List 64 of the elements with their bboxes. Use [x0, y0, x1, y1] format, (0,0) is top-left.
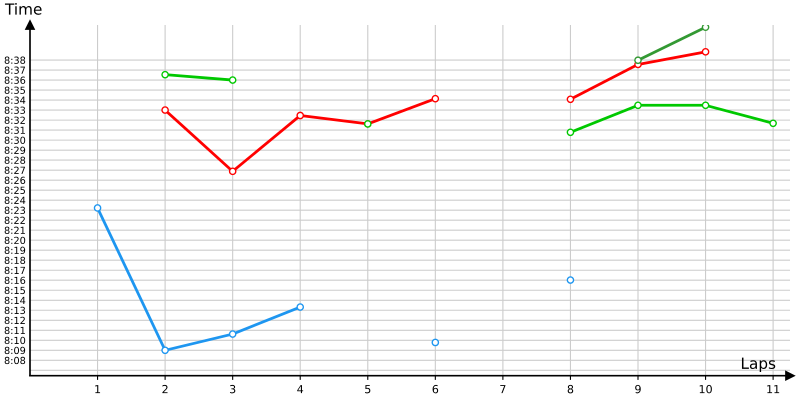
y-tick-label: 8:27 — [4, 166, 25, 174]
point — [296, 112, 304, 120]
y-tick-label: 8:14 — [4, 296, 26, 304]
y-tick-label: 8:18 — [4, 256, 26, 264]
y-tick-label: 8:13 — [4, 306, 26, 314]
y-tick-label: 8:22 — [4, 216, 25, 224]
x-axis-title: Laps — [742, 358, 776, 372]
y-tick-label: 8:36 — [4, 76, 26, 84]
y-axis-title: Time — [4, 3, 42, 15]
y-tick-label: 8:26 — [4, 176, 26, 184]
point — [161, 70, 169, 78]
y-tick-label: 8:09 — [4, 346, 26, 354]
y-tick-label: 8:38 — [4, 56, 26, 64]
y-tick-label: 8:32 — [4, 116, 25, 124]
x-tick-label: 8 — [568, 384, 574, 394]
y-tick-label: 8:08 — [4, 356, 26, 364]
point — [702, 101, 710, 110]
point — [94, 204, 102, 212]
y-tick-label: 8:11 — [4, 326, 25, 334]
x-tick-label: 5 — [365, 385, 370, 394]
x-tick-label: 1 — [95, 385, 100, 394]
y-tick-label: 8:12 — [4, 316, 25, 324]
point — [566, 95, 574, 104]
x-tick-label: 3 — [230, 384, 236, 394]
y-tick-label: 8:31 — [4, 126, 25, 134]
y-tick-label: 8:21 — [4, 226, 25, 234]
x-tick-label: 10 — [700, 384, 712, 394]
point — [432, 338, 440, 346]
y-tick-label: 8:16 — [4, 276, 26, 284]
y-tick-label: 8:23 — [4, 206, 26, 214]
y-tick-label: 8:17 — [4, 266, 25, 274]
x-tick-label: 7 — [500, 385, 506, 394]
point — [566, 276, 574, 284]
y-tick-label: 8:35 — [4, 86, 25, 94]
point — [702, 48, 710, 56]
y-tick-label: 8:28 — [4, 156, 26, 164]
point — [634, 101, 642, 110]
y-tick-label: 8:20 — [4, 236, 26, 244]
point — [161, 346, 169, 354]
x-tick-label: 4 — [297, 385, 304, 394]
y-tick-label: 8:15 — [4, 286, 25, 294]
point — [161, 106, 169, 114]
point — [228, 330, 236, 338]
point — [769, 119, 777, 128]
y-tick-label: 8:10 — [4, 336, 26, 344]
y-tick-label: 8:24 — [4, 196, 26, 204]
y-tick-label: 8:19 — [4, 246, 26, 254]
y-tick-label: 8:34 — [4, 96, 26, 104]
point — [702, 25, 710, 32]
point — [634, 56, 642, 64]
x-tick-label: 9 — [635, 384, 641, 394]
y-tick-label: 8:25 — [4, 186, 25, 194]
y-tick-label: 8:30 — [4, 136, 26, 144]
point — [432, 94, 440, 103]
x-tick-label: 2 — [162, 384, 168, 394]
point — [296, 303, 304, 311]
x-tick-label: 11 — [767, 385, 780, 394]
x-tick-label: 6 — [432, 384, 438, 394]
y-tick-label: 8:29 — [4, 146, 26, 154]
y-tick-label: 8:33 — [4, 106, 26, 114]
y-tick-label: 8:37 — [4, 66, 25, 74]
point — [228, 76, 236, 84]
point — [566, 128, 574, 136]
point — [228, 168, 236, 176]
